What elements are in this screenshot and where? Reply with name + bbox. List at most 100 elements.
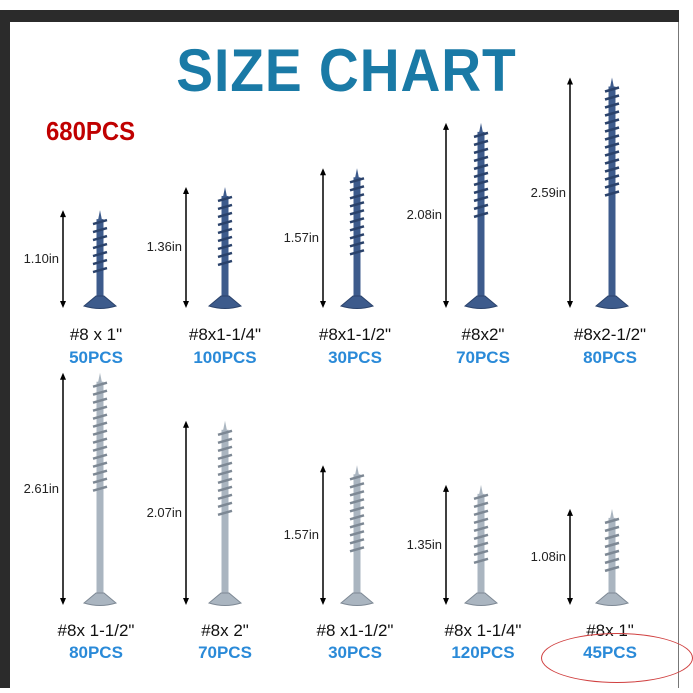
screw-head <box>207 295 243 309</box>
size-label: #8x2-1/2" <box>573 325 647 344</box>
screw-thread <box>92 226 108 234</box>
size-label: #8 x1-1/2" <box>316 621 394 640</box>
screw-shaft <box>608 86 616 297</box>
screw-thread <box>473 147 489 155</box>
screw-thread <box>92 218 108 226</box>
screw-thread <box>92 445 108 452</box>
count-label: 80PCS <box>69 643 123 662</box>
screw-thread <box>349 522 365 529</box>
screw-thread <box>473 179 489 187</box>
screw-head <box>463 295 499 309</box>
screw-thread <box>349 177 365 184</box>
screw-thread <box>473 541 489 549</box>
screw-thread <box>217 437 233 444</box>
screw-thread <box>92 413 108 420</box>
page-title: SIZE CHART <box>176 37 517 104</box>
screw-thread <box>217 453 233 460</box>
arrow-head-down <box>183 301 189 308</box>
screw-tip <box>610 508 614 519</box>
count-label: 100PCS <box>193 348 257 367</box>
screw-thread <box>604 110 620 117</box>
screw-tip <box>355 465 359 476</box>
screw-thread <box>349 185 365 192</box>
screw-thread <box>604 525 620 533</box>
arrow-head-up <box>443 484 449 492</box>
screw-head <box>339 295 375 309</box>
screw-thread <box>604 158 620 165</box>
screw-thread <box>92 266 108 274</box>
screw-thread <box>217 485 233 492</box>
screw-tip <box>355 168 359 179</box>
screw-thread <box>349 530 365 537</box>
screw-thread <box>604 166 620 173</box>
screw-thread <box>217 509 233 516</box>
screw-tip <box>479 122 483 133</box>
screw-tip <box>98 372 102 383</box>
screw-thread <box>473 187 489 195</box>
screw-thread <box>349 225 365 232</box>
arrow-head-up <box>183 186 189 194</box>
size-label: #8x1-1/4" <box>188 325 262 344</box>
screw-head <box>594 295 630 309</box>
screw-shaft <box>477 493 485 593</box>
screw-thread <box>349 249 365 256</box>
arrow-head-up <box>183 420 189 428</box>
screw-thread <box>217 195 233 203</box>
count-label: 30PCS <box>328 643 382 662</box>
screw-tip <box>610 77 614 88</box>
screw-head <box>82 592 118 606</box>
screw-thread <box>473 211 489 219</box>
screw-head <box>207 592 243 606</box>
screw-thread <box>217 477 233 484</box>
screw-thread <box>349 209 365 216</box>
length-label: 1.08in <box>530 548 566 564</box>
arrow-head-down <box>567 598 573 605</box>
screw-tip <box>98 210 102 221</box>
screw-thread <box>217 493 233 500</box>
screw-thread <box>217 219 233 227</box>
screw-thread <box>349 193 365 200</box>
window-frame-right <box>678 22 679 688</box>
screw-thread <box>92 453 108 460</box>
screw-thread <box>604 86 620 93</box>
screw-thread <box>604 102 620 109</box>
screw-thread <box>473 557 489 565</box>
screw-thread <box>349 241 365 248</box>
screw-thread <box>473 195 489 203</box>
screw-thread <box>349 546 365 553</box>
arrow-head-down <box>567 301 573 308</box>
screw-thread <box>92 461 108 468</box>
length-label: 1.10in <box>23 251 59 267</box>
screw-thread <box>604 182 620 189</box>
count-label: 120PCS <box>451 643 515 662</box>
screw-head <box>339 592 375 606</box>
screw-thread <box>92 485 108 492</box>
length-label: 1.36in <box>146 239 182 255</box>
screw-tip <box>479 484 483 495</box>
screw-thread <box>349 514 365 521</box>
screw-thread <box>217 461 233 468</box>
arrow-head-down <box>320 598 326 605</box>
size-label: #8 x 1" <box>69 325 123 344</box>
arrow-head-up <box>443 122 449 130</box>
screw-thread <box>92 405 108 412</box>
window-frame-top <box>0 10 679 22</box>
arrow-head-up <box>60 210 66 218</box>
length-label: 1.35in <box>406 536 442 552</box>
screw-thread <box>217 501 233 508</box>
size-label: #8x2" <box>461 325 505 344</box>
screw-thread <box>92 437 108 444</box>
screw-thread <box>217 429 233 436</box>
screw-thread <box>473 203 489 211</box>
screw-thread <box>217 243 233 251</box>
screw-thread <box>349 506 365 513</box>
screw-thread <box>217 259 233 267</box>
highlight-circle <box>541 633 693 683</box>
screw-thread <box>473 533 489 541</box>
screw-shaft <box>96 381 104 593</box>
screw-tip <box>223 186 227 197</box>
screw-shaft <box>608 517 616 593</box>
window-frame-left <box>0 10 10 688</box>
count-label: 50PCS <box>69 348 123 367</box>
